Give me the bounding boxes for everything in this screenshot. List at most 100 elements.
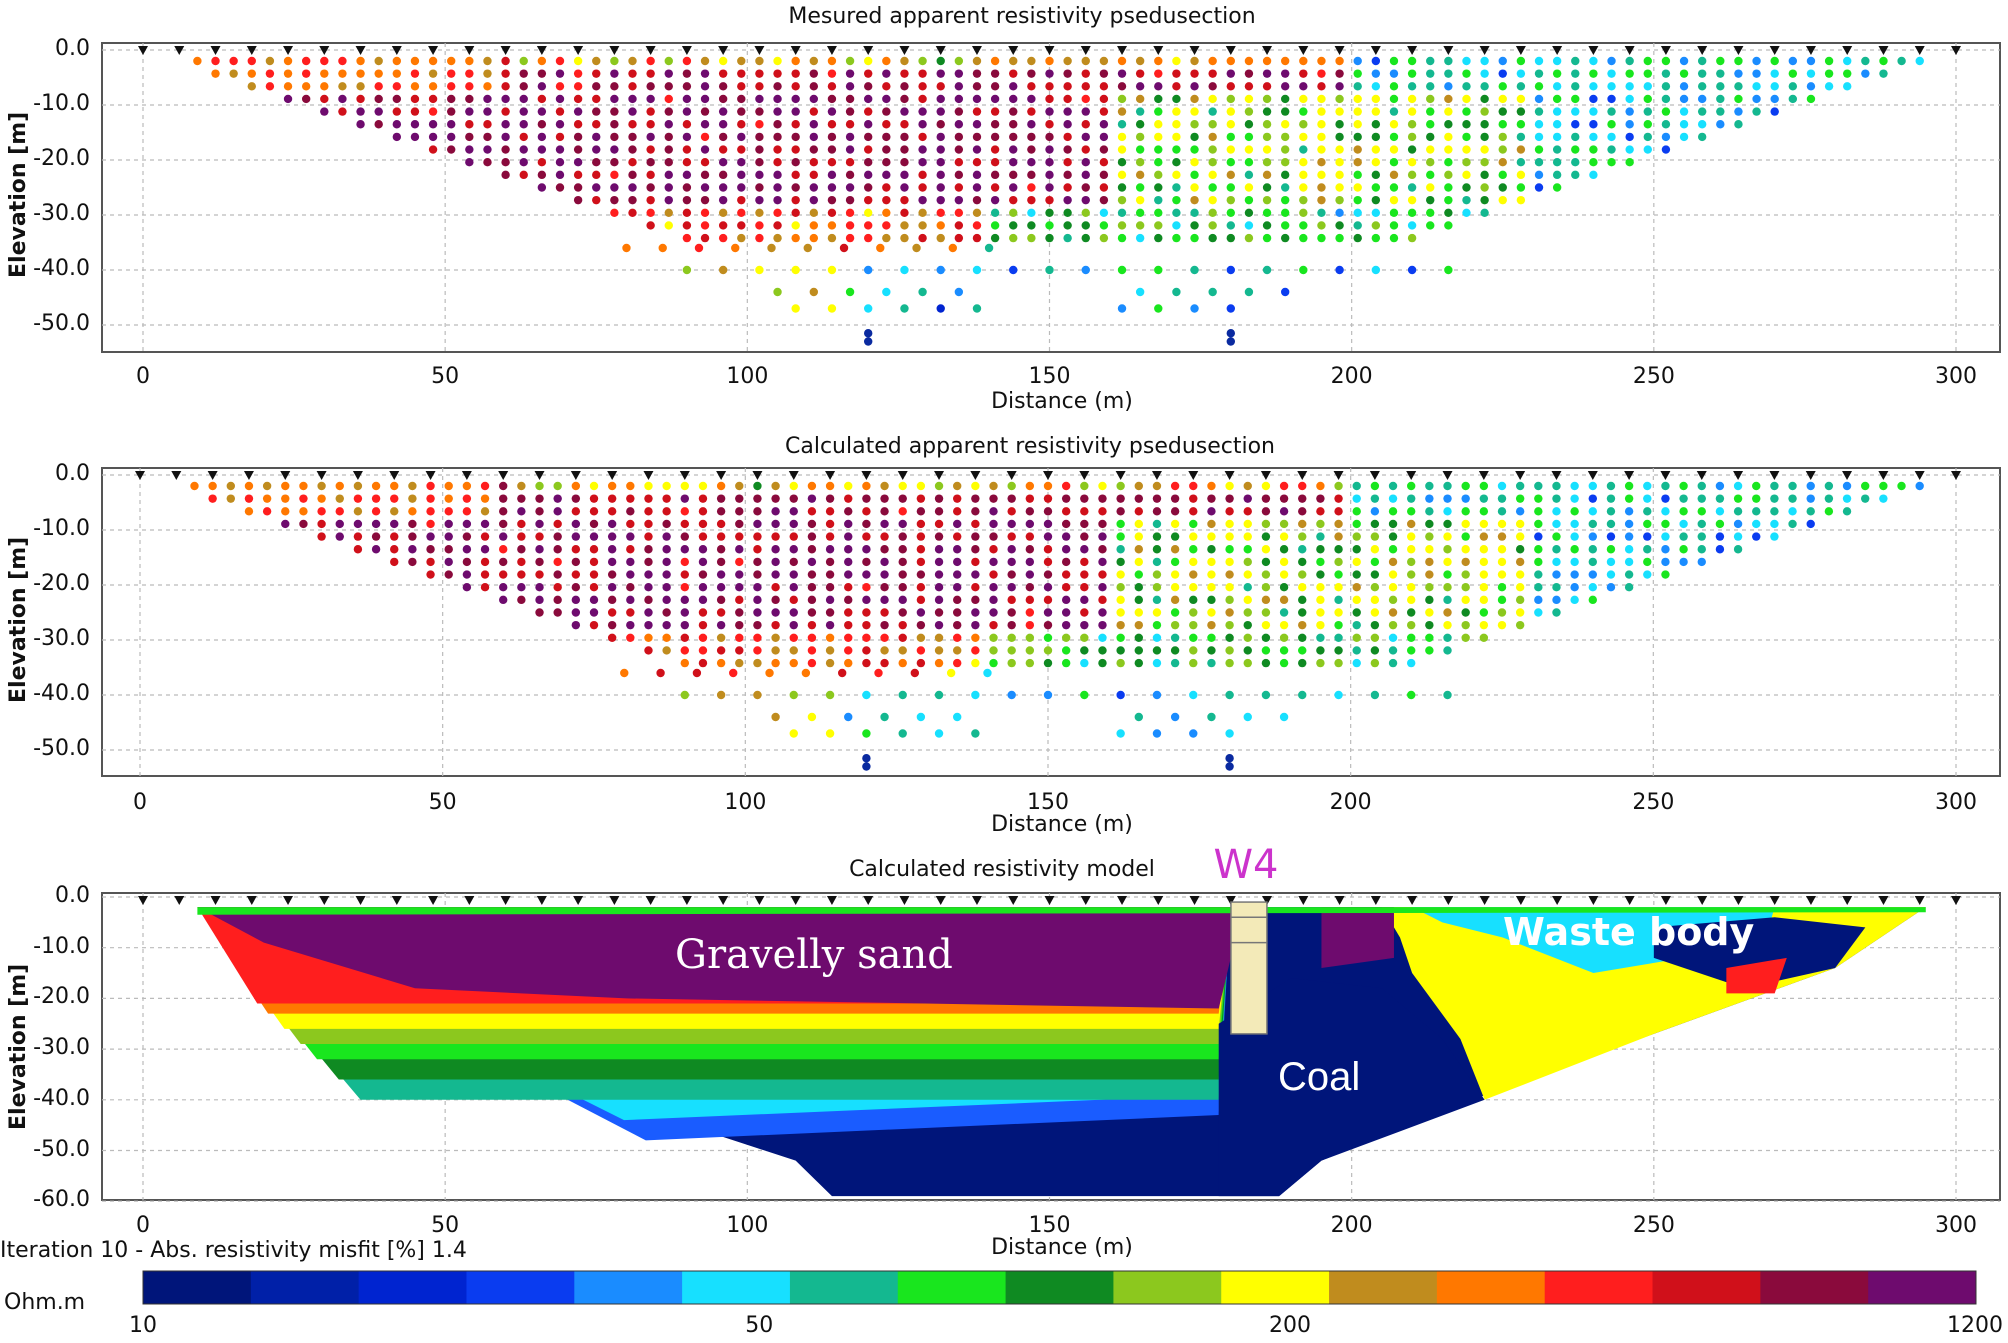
data-point [1116,545,1125,554]
data-point [953,557,962,567]
data-point [755,208,764,217]
data-point [1625,94,1634,104]
data-point [1279,583,1289,592]
data-point [827,208,837,217]
data-point [571,519,581,529]
data-point [1389,120,1399,129]
data-point [247,56,256,66]
data-point [1388,608,1398,617]
colorbar [142,1270,1977,1305]
data-point [281,481,290,491]
data-point [1043,507,1053,516]
data-point [827,120,837,129]
data-point [934,570,944,579]
data-point [626,494,635,503]
data-point [555,82,565,91]
data-point [1752,94,1761,104]
data-point [954,120,964,129]
data-point [1009,221,1018,230]
data-point [1353,94,1362,104]
data-point [864,183,873,192]
data-point [1371,183,1381,192]
data-point [1643,132,1652,142]
electrode-marker [645,46,656,55]
data-point [990,195,1000,205]
data-point [771,583,780,592]
data-point [1152,545,1162,554]
data-point [1498,82,1507,91]
data-point [501,145,510,154]
data-point [1262,195,1272,205]
data-point [1461,608,1470,617]
data-point [1116,646,1125,655]
data-point [1824,56,1834,66]
data-point [281,519,290,529]
data-point [735,595,744,605]
data-point [589,557,599,567]
data-point [462,583,472,592]
data-point [1915,56,1924,66]
data-point [1407,94,1417,104]
data-point [646,221,655,230]
electrode-marker [1769,896,1780,905]
data-point [1262,82,1272,91]
data-point [1607,120,1616,129]
data-point [1515,557,1525,567]
data-point [301,82,311,91]
data-point [936,94,945,104]
data-point [1733,532,1743,541]
data-point [1317,170,1326,180]
data-point [1444,120,1453,129]
data-point [1099,195,1109,205]
data-point [1370,481,1380,491]
electrode-marker [1006,471,1017,480]
data-point [1334,595,1343,605]
data-point [428,82,438,91]
data-point [553,608,562,617]
data-point [392,132,402,142]
data-point [1154,69,1163,78]
data-point [1298,620,1307,630]
data-point [1009,170,1018,180]
data-point [900,208,909,217]
data-point [918,287,927,297]
panel3-xtick: 150 [1028,1213,1071,1238]
data-point [1080,595,1089,605]
data-point [1443,608,1452,617]
electrode-marker [718,896,729,905]
electrode-marker [1443,896,1454,905]
data-point [880,532,889,541]
data-point [827,183,837,192]
data-point [208,481,217,491]
data-point [1080,583,1089,592]
data-point [1225,658,1234,668]
data-point [664,183,673,192]
data-point [628,56,637,66]
data-point [1407,507,1416,516]
data-point [1407,595,1416,605]
data-point [1226,158,1236,167]
data-point [682,69,692,78]
data-point [1389,132,1399,142]
data-point [371,507,381,516]
data-point [626,507,635,516]
data-point [936,195,945,205]
data-point [844,532,853,541]
data-point [1061,646,1071,655]
data-point [1317,120,1326,129]
data-point [535,595,544,605]
data-point [1027,82,1036,91]
data-point [864,233,873,243]
data-point [1317,82,1326,91]
data-point [1117,145,1127,154]
data-point [390,519,399,529]
borehole-w4 [1230,901,1268,1035]
data-point [918,208,927,217]
coal-label: Coal [1278,1055,1361,1099]
data-point [1370,545,1380,554]
data-point [825,494,835,503]
data-point [916,494,926,503]
data-point [1117,304,1127,313]
data-point [807,507,817,516]
data-point [682,94,692,104]
